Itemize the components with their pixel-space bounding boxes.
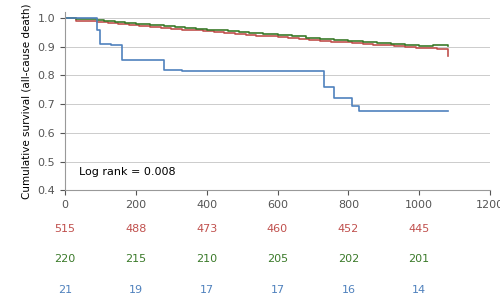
Text: 210: 210 — [196, 255, 217, 264]
Text: 215: 215 — [126, 255, 146, 264]
Text: 17: 17 — [200, 285, 213, 295]
Text: 220: 220 — [54, 255, 76, 264]
Text: 201: 201 — [408, 255, 430, 264]
Y-axis label: Cumulative survival (all-cause death): Cumulative survival (all-cause death) — [22, 4, 32, 199]
Text: Log rank = 0.008: Log rank = 0.008 — [79, 166, 176, 177]
Text: 16: 16 — [342, 285, 355, 295]
Text: 445: 445 — [408, 224, 430, 234]
Text: 21: 21 — [58, 285, 72, 295]
Text: 460: 460 — [267, 224, 288, 234]
Text: 17: 17 — [270, 285, 284, 295]
Text: 19: 19 — [129, 285, 143, 295]
Text: 488: 488 — [125, 224, 146, 234]
Text: 515: 515 — [54, 224, 76, 234]
Text: 473: 473 — [196, 224, 218, 234]
Text: 452: 452 — [338, 224, 359, 234]
Text: 202: 202 — [338, 255, 359, 264]
Text: 205: 205 — [267, 255, 288, 264]
Text: 14: 14 — [412, 285, 426, 295]
